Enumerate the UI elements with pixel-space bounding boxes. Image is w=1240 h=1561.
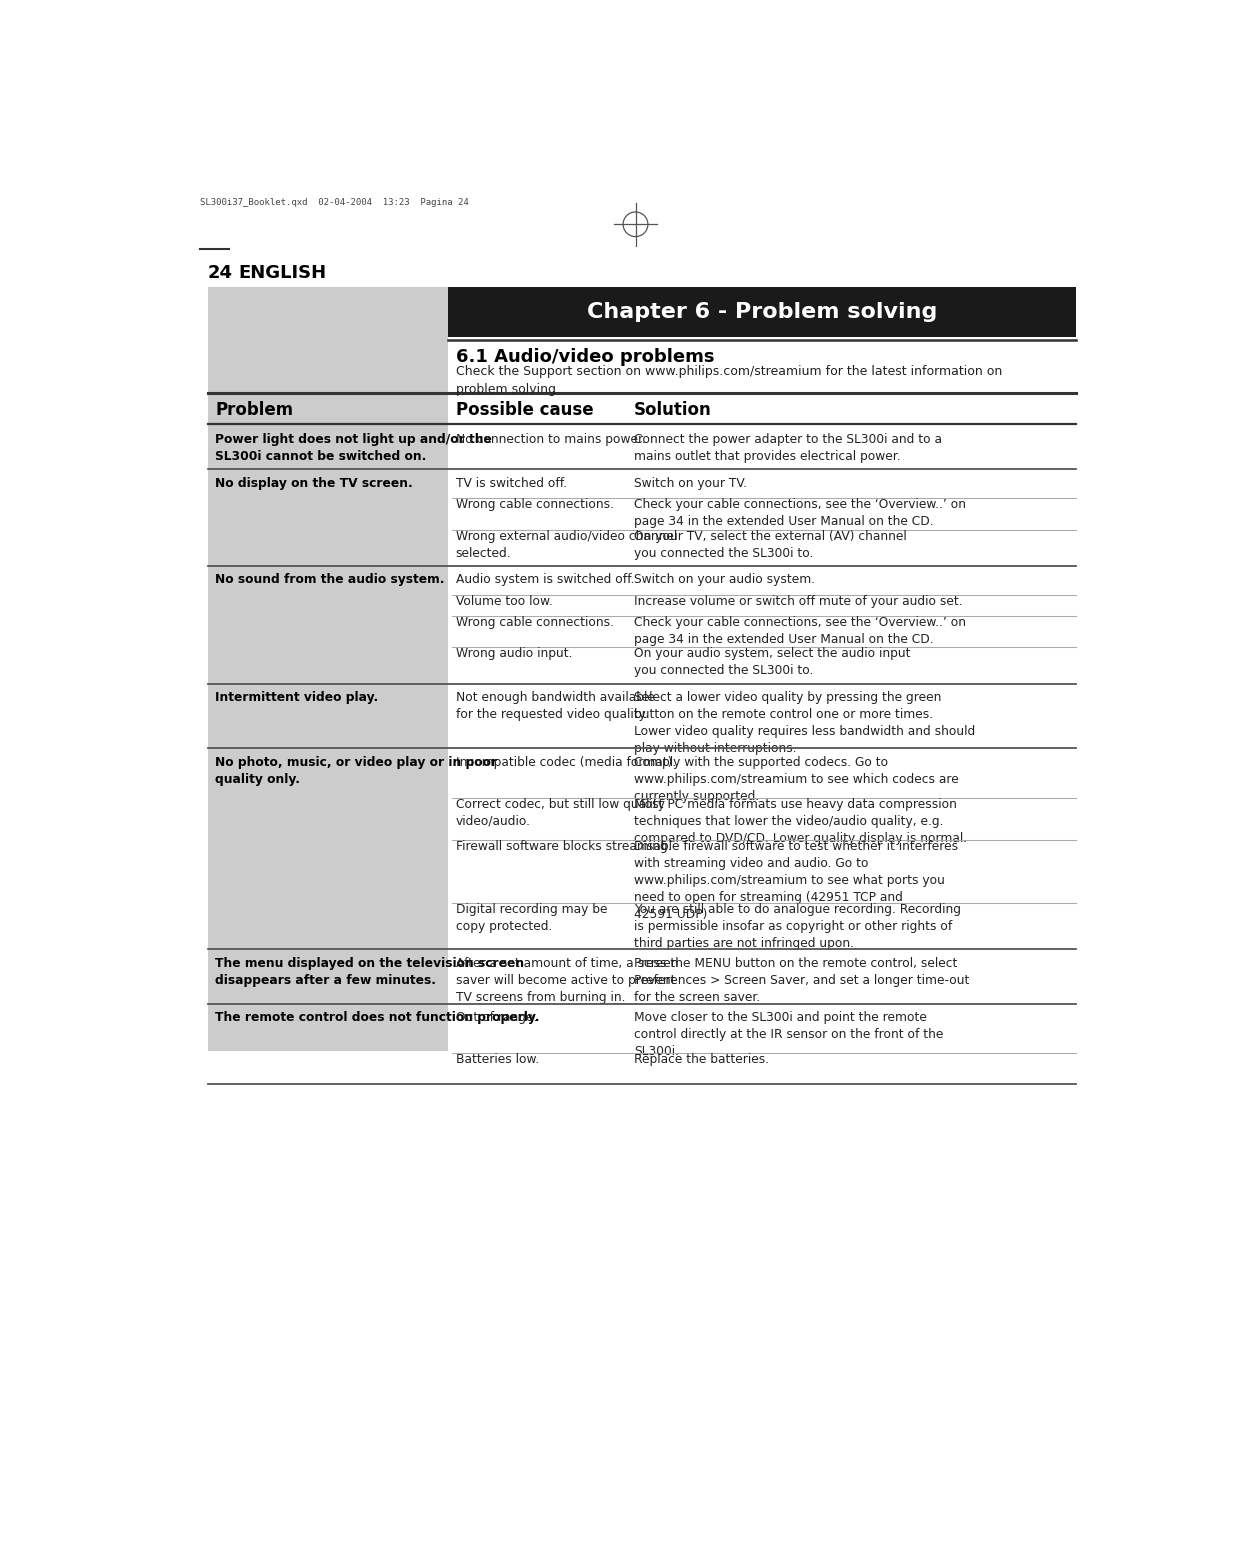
Text: Wrong external audio/video channel
selected.: Wrong external audio/video channel selec… [456, 529, 677, 559]
Text: On your TV, select the external (AV) channel
you connected the SL300i to.: On your TV, select the external (AV) cha… [634, 529, 906, 559]
Text: Check your cable connections, see the ‘Overview..’ on
page 34 in the extended Us: Check your cable connections, see the ‘O… [634, 498, 966, 528]
Text: Select a lower video quality by pressing the green
button on the remote control : Select a lower video quality by pressing… [634, 692, 975, 756]
Text: Chapter 6 - Problem solving: Chapter 6 - Problem solving [587, 303, 937, 323]
Text: Switch on your TV.: Switch on your TV. [634, 476, 746, 490]
Text: Batteries low.: Batteries low. [456, 1054, 539, 1066]
Text: Wrong cable connections.: Wrong cable connections. [456, 498, 614, 510]
Text: Solution: Solution [634, 401, 712, 418]
Text: Disable firewall software to test whether it interferes
with streaming video and: Disable firewall software to test whethe… [634, 840, 959, 921]
Bar [448, 287, 1076, 337]
Bar [207, 287, 448, 337]
Text: No display on the TV screen.: No display on the TV screen. [216, 476, 413, 490]
Text: 6.1 Audio/video problems: 6.1 Audio/video problems [456, 348, 714, 367]
Text: Comply with the supported codecs. Go to
www.philips.com/streamium to see which c: Comply with the supported codecs. Go to … [634, 756, 959, 802]
Bar [207, 337, 448, 1051]
Text: Volume too low.: Volume too low. [456, 595, 553, 607]
Text: After a set amount of time, a screen
saver will become active to prevent
TV scre: After a set amount of time, a screen sav… [456, 957, 678, 1004]
Text: ENGLISH: ENGLISH [238, 264, 327, 283]
Text: Replace the batteries.: Replace the batteries. [634, 1054, 769, 1066]
Text: Out of range.: Out of range. [456, 1012, 537, 1024]
Text: Wrong cable connections.: Wrong cable connections. [456, 617, 614, 629]
Text: Connect the power adapter to the SL300i and to a
mains outlet that provides elec: Connect the power adapter to the SL300i … [634, 432, 942, 464]
Text: TV is switched off.: TV is switched off. [456, 476, 567, 490]
Text: Most PC media formats use heavy data compression
techniques that lower the video: Most PC media formats use heavy data com… [634, 798, 967, 845]
Text: You are still able to do analogue recording. Recording
is permissible insofar as: You are still able to do analogue record… [634, 902, 961, 949]
Text: Correct codec, but still low quality
video/audio.: Correct codec, but still low quality vid… [456, 798, 665, 827]
Text: 24: 24 [207, 264, 233, 283]
Text: Wrong audio input.: Wrong audio input. [456, 648, 572, 660]
Text: Not enough bandwidth available
for the requested video quality: Not enough bandwidth available for the r… [456, 692, 655, 721]
Text: Intermittent video play.: Intermittent video play. [216, 692, 378, 704]
Text: Switch on your audio system.: Switch on your audio system. [634, 573, 815, 587]
Text: On your audio system, select the audio input
you connected the SL300i to.: On your audio system, select the audio i… [634, 648, 910, 677]
Text: Check your cable connections, see the ‘Overview..’ on
page 34 in the extended Us: Check your cable connections, see the ‘O… [634, 617, 966, 646]
Text: SL300i37_Booklet.qxd  02-04-2004  13:23  Pagina 24: SL300i37_Booklet.qxd 02-04-2004 13:23 Pa… [200, 198, 469, 208]
Text: No connection to mains power.: No connection to mains power. [456, 432, 646, 446]
Text: The remote control does not function properly.: The remote control does not function pro… [216, 1012, 539, 1024]
Text: Firewall software blocks streaming.: Firewall software blocks streaming. [456, 840, 671, 852]
Text: Check the Support section on www.philips.com/streamium for the latest informatio: Check the Support section on www.philips… [456, 365, 1002, 395]
Text: Increase volume or switch off mute of your audio set.: Increase volume or switch off mute of yo… [634, 595, 962, 607]
Text: Possible cause: Possible cause [456, 401, 593, 418]
Text: Incompatible codec (media format).: Incompatible codec (media format). [456, 756, 676, 770]
Text: No photo, music, or video play or in poor
quality only.: No photo, music, or video play or in poo… [216, 756, 497, 787]
Text: The menu displayed on the television screen
disappears after a few minutes.: The menu displayed on the television scr… [216, 957, 525, 987]
Text: Audio system is switched off.: Audio system is switched off. [456, 573, 634, 587]
Text: No sound from the audio system.: No sound from the audio system. [216, 573, 445, 587]
Text: Power light does not light up and/or the
SL300i cannot be switched on.: Power light does not light up and/or the… [216, 432, 492, 464]
Text: Press the MENU button on the remote control, select
Preferences > Screen Saver, : Press the MENU button on the remote cont… [634, 957, 970, 1004]
Text: Digital recording may be
copy protected.: Digital recording may be copy protected. [456, 902, 608, 932]
Text: Move closer to the SL300i and point the remote
control directly at the IR sensor: Move closer to the SL300i and point the … [634, 1012, 944, 1058]
Text: Problem: Problem [216, 401, 294, 418]
